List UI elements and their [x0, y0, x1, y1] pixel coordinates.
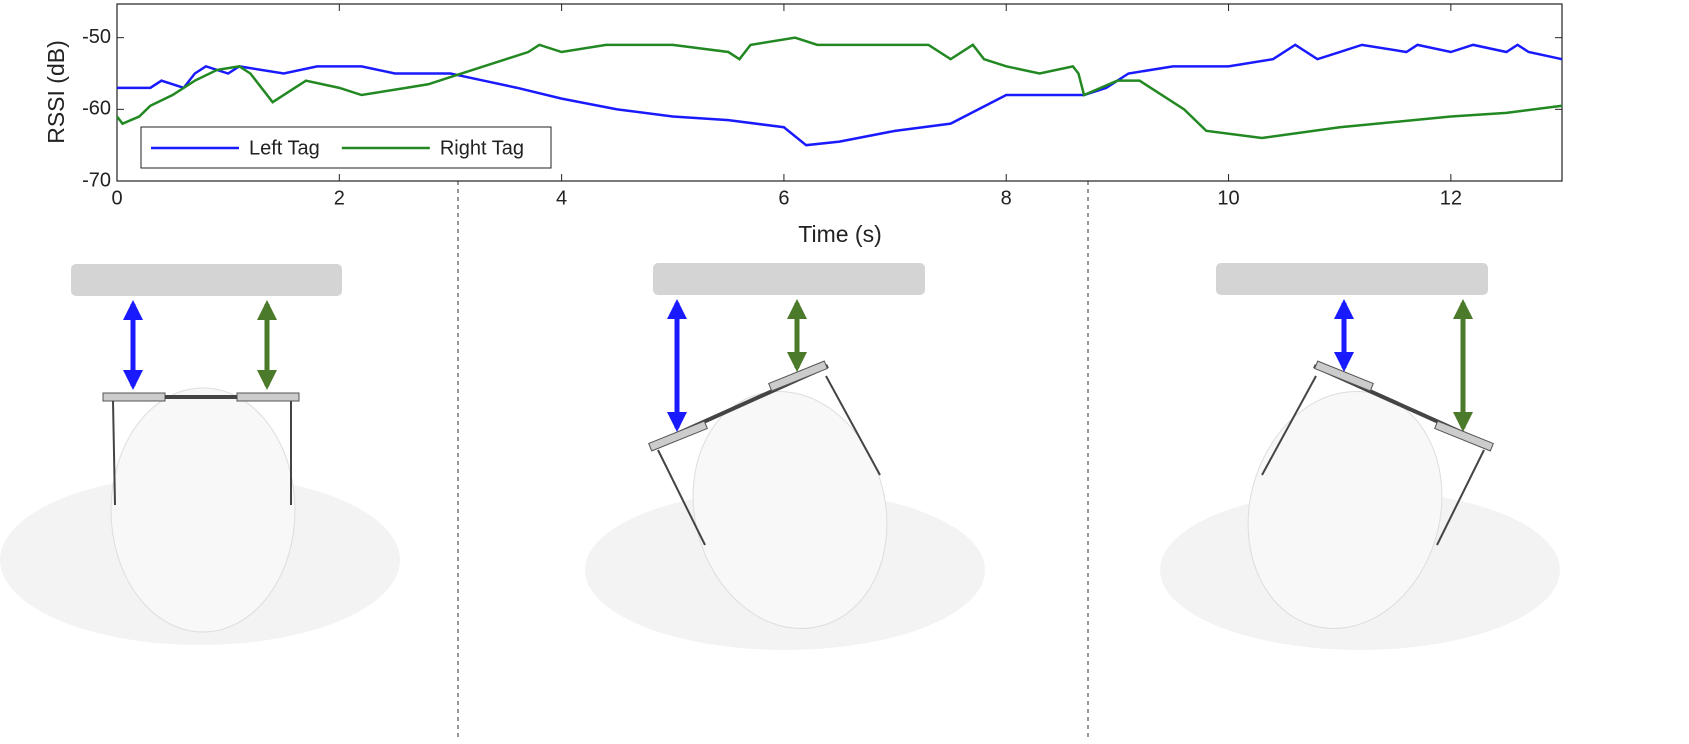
- x-tick-label: 0: [111, 187, 122, 209]
- data-line: [116, 36, 1563, 140]
- head-illustration: [1160, 263, 1560, 650]
- head-illustration: [0, 264, 400, 645]
- x-axis-label: Time (s): [798, 221, 881, 247]
- plot-frame: [116, 3, 1563, 182]
- legend-label: Left Tag: [249, 137, 320, 159]
- x-tick-label: 12: [1440, 187, 1462, 209]
- y-tick-label: -70: [82, 169, 111, 191]
- plot-area: 0 2 4 6 8 10 12 -70 -60 -50 Left Tag Right Tag: [82, 3, 1563, 209]
- y-axis-label: RSSI (dB): [43, 40, 69, 144]
- x-tick-label: 10: [1217, 187, 1239, 209]
- legend-label: Right Tag: [440, 137, 524, 159]
- x-tick-label: 4: [556, 187, 567, 209]
- y-tick-label: -60: [82, 98, 111, 120]
- y-tick-label: -50: [82, 26, 111, 48]
- x-tick-label: 6: [778, 187, 789, 209]
- head-illustration: [585, 263, 985, 650]
- x-tick-label: 2: [334, 187, 345, 209]
- x-tick-label: 8: [1001, 187, 1012, 209]
